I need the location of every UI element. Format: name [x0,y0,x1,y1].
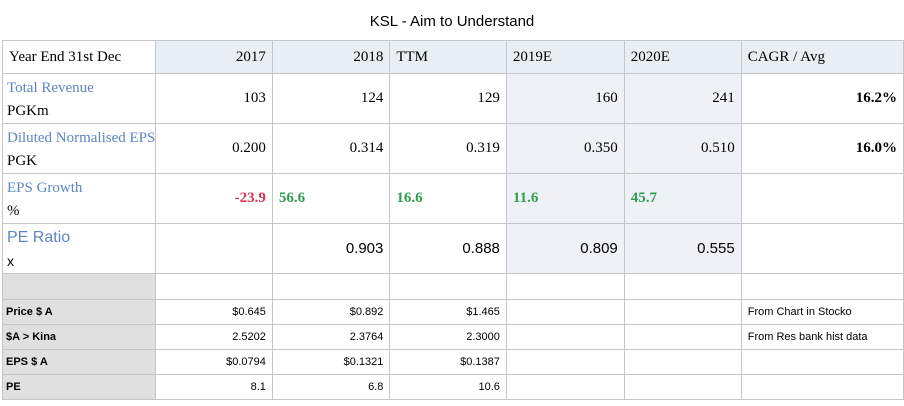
row-price-a: Price $ A $0.645 $0.892 $1.465 From Char… [1,299,904,325]
row-aud-kina: $A > Kina 2.5202 2.3764 2.3000 From Res … [1,324,904,350]
cell-eps-cagr[interactable]: 16.0% [740,123,904,174]
cell-revenue-2017[interactable]: 103 [155,73,273,124]
row-total-revenue: Total Revenue PGKm 103 124 129 160 241 16… [1,73,904,124]
row-label[interactable]: PE [1,374,157,400]
cell-fx-2019e[interactable] [505,324,625,350]
cell-fx-ttm[interactable]: 2.3000 [389,324,507,350]
cell-eps-2019e[interactable]: 0.350 [505,123,625,174]
header-row: Year End 31st Dec 2017 2018 TTM 2019E 20… [1,40,904,74]
cell-revenue-cagr[interactable]: 16.2% [740,73,904,124]
row-pe: PE 8.1 6.8 10.6 [1,374,904,400]
cell-fx-2020e[interactable] [623,324,742,350]
cell-revenue-2019e[interactable]: 160 [505,73,625,124]
sheet-title: KSL - Aim to Understand [369,13,535,30]
cell-eps-ttm[interactable]: 0.319 [389,123,507,174]
cell-growth-2020e[interactable]: 45.7 [623,173,742,224]
cell-fx-2018[interactable]: 2.3764 [271,324,391,350]
cell-pe-2018[interactable]: 0.903 [271,223,391,274]
cell-pe-cagr[interactable] [740,223,904,274]
cell-pe2-2020e[interactable] [623,374,742,400]
cell-growth-2018[interactable]: 56.6 [271,173,391,224]
cell-price-2019e[interactable] [505,299,625,325]
cell-spacer[interactable] [155,273,273,300]
cell-growth-2019e[interactable]: 11.6 [505,173,625,224]
cell-epsa-note[interactable] [740,349,904,375]
row-spacer [1,273,904,300]
row-label[interactable]: EPS Growth% [1,173,157,224]
cell-pe2-ttm[interactable]: 10.6 [389,374,507,400]
row-pe-ratio: PE Ratio x 0.903 0.888 0.809 0.555 [1,223,904,274]
cell-spacer[interactable] [389,273,507,300]
cell-spacer[interactable] [740,273,904,300]
header-2017[interactable]: 2017 [155,40,273,74]
cell-eps-2017[interactable]: 0.200 [155,123,273,174]
cell-growth-2017[interactable]: -23.9 [155,173,273,224]
cell-epsa-2019e[interactable] [505,349,625,375]
row-label[interactable]: Price $ A [1,299,157,325]
cell-epsa-ttm[interactable]: $0.1387 [389,349,507,375]
cell-pe2-2017[interactable]: 8.1 [155,374,273,400]
cell-price-2017[interactable]: $0.645 [155,299,273,325]
cell-price-2018[interactable]: $0.892 [271,299,391,325]
header-ttm[interactable]: TTM [389,40,507,74]
cell-price-note[interactable]: From Chart in Stocko [740,299,904,325]
cell-year-end-label[interactable]: Year End 31st Dec [1,40,157,74]
cell-revenue-2018[interactable]: 124 [271,73,391,124]
row-eps-growth: EPS Growth% -23.9 56.6 16.6 11.6 45.7 [1,173,904,224]
cell-spacer-label[interactable] [1,273,157,300]
header-2018[interactable]: 2018 [271,40,391,74]
cell-eps-2020e[interactable]: 0.510 [623,123,742,174]
cell-pe-2017[interactable] [155,223,273,274]
cell-pe2-note[interactable] [740,374,904,400]
cell-spacer[interactable] [271,273,391,300]
cell-spacer[interactable] [623,273,742,300]
cell-fx-2017[interactable]: 2.5202 [155,324,273,350]
cell-pe-ttm[interactable]: 0.888 [389,223,507,274]
spreadsheet-table: Year End 31st Dec 2017 2018 TTM 2019E 20… [1,40,904,400]
cell-pe-2020e[interactable]: 0.555 [623,223,742,274]
cell-growth-cagr[interactable] [740,173,904,224]
row-diluted-eps: Diluted Normalised EPS PGK 0.200 0.314 0.… [1,123,904,174]
cell-growth-ttm[interactable]: 16.6 [389,173,507,224]
cell-epsa-2020e[interactable] [623,349,742,375]
header-2019e[interactable]: 2019E [505,40,625,74]
cell-price-ttm[interactable]: $1.465 [389,299,507,325]
cell-pe2-2018[interactable]: 6.8 [271,374,391,400]
cell-fx-note[interactable]: From Res bank hist data [740,324,904,350]
row-label[interactable]: Diluted Normalised EPS PGK [1,123,157,174]
cell-eps-2018[interactable]: 0.314 [271,123,391,174]
row-label[interactable]: $A > Kina [1,324,157,350]
cell-pe-2019e[interactable]: 0.809 [505,223,625,274]
row-label[interactable]: PE Ratio x [1,223,157,274]
cell-epsa-2017[interactable]: $0.0794 [155,349,273,375]
cell-price-2020e[interactable] [623,299,742,325]
header-cagr[interactable]: CAGR / Avg [740,40,904,74]
row-eps-aud: EPS $ A $0.0794 $0.1321 $0.1387 [1,349,904,375]
row-label[interactable]: Total Revenue PGKm [1,73,157,124]
cell-pe2-2019e[interactable] [505,374,625,400]
header-2020e[interactable]: 2020E [623,40,742,74]
cell-revenue-2020e[interactable]: 241 [623,73,742,124]
cell-revenue-ttm[interactable]: 129 [389,73,507,124]
cell-epsa-2018[interactable]: $0.1321 [271,349,391,375]
cell-spacer[interactable] [505,273,625,300]
row-label[interactable]: EPS $ A [1,349,157,375]
